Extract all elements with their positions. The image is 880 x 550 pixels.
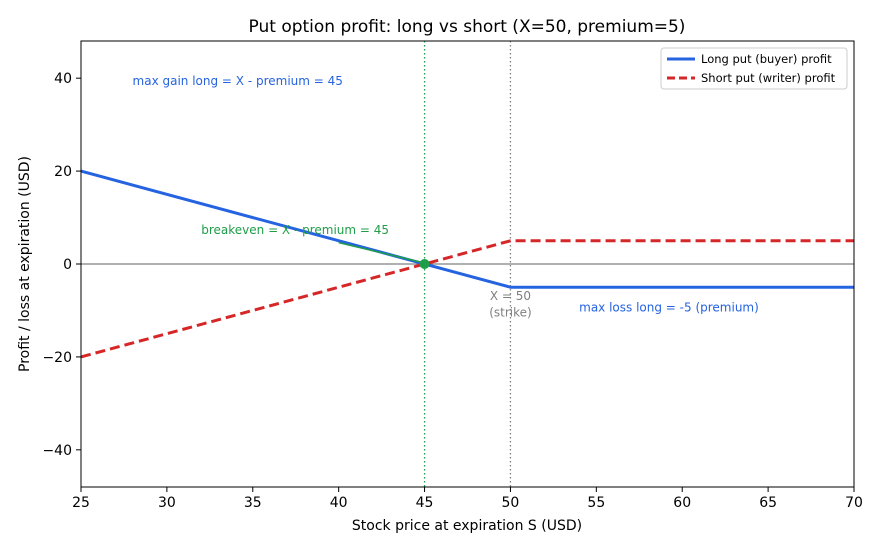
y-axis-label: Profit / loss at expiration (USD) <box>17 156 33 372</box>
breakeven-arrow <box>338 241 421 263</box>
y-tick-label: −40 <box>42 443 72 459</box>
y-tick-label: −20 <box>42 350 72 366</box>
y-tick-label: 0 <box>63 257 72 273</box>
x-tick-label: 35 <box>244 495 262 511</box>
annotation-0: max gain long = X - premium = 45 <box>133 74 343 88</box>
annotation-4: (strike) <box>489 305 532 319</box>
legend: Long put (buyer) profit Short put (writer… <box>660 47 848 90</box>
plot-area: max gain long = X - premium = 45 breakeve… <box>80 40 855 488</box>
y-tick-label: 20 <box>54 164 72 180</box>
x-tick-label: 70 <box>845 495 863 511</box>
legend-box <box>660 47 848 90</box>
annotation-3: X = 50 <box>490 289 531 303</box>
chart-title: Put option profit: long vs short (X=50, … <box>249 17 686 37</box>
short-put-line <box>81 239 854 359</box>
x-tick-label: 45 <box>416 495 434 511</box>
annotation-2: max loss long = -5 (premium) <box>579 300 759 314</box>
annotation-1: breakeven = X - premium = 45 <box>201 223 389 237</box>
x-tick-label: 30 <box>158 495 176 511</box>
y-tick-label: 40 <box>54 71 72 87</box>
x-tick-label: 55 <box>587 495 605 511</box>
plot-content <box>81 41 854 487</box>
x-tick-label: 65 <box>759 495 777 511</box>
x-tick-label: 25 <box>72 495 90 511</box>
legend-label-long-put: Long put (buyer) profit <box>701 52 832 66</box>
x-tick-label: 50 <box>502 495 520 511</box>
x-axis-label: Stock price at expiration S (USD) <box>352 518 582 534</box>
x-tick-label: 40 <box>330 495 348 511</box>
axis-ticks: 25 30 35 40 45 50 55 60 65 70 −40 −20 0 20 40 <box>42 71 862 511</box>
long-put-line <box>81 169 854 289</box>
x-tick-label: 60 <box>673 495 691 511</box>
legend-label-short-put: Short put (writer) profit <box>701 71 836 85</box>
breakeven-marker <box>419 259 430 269</box>
